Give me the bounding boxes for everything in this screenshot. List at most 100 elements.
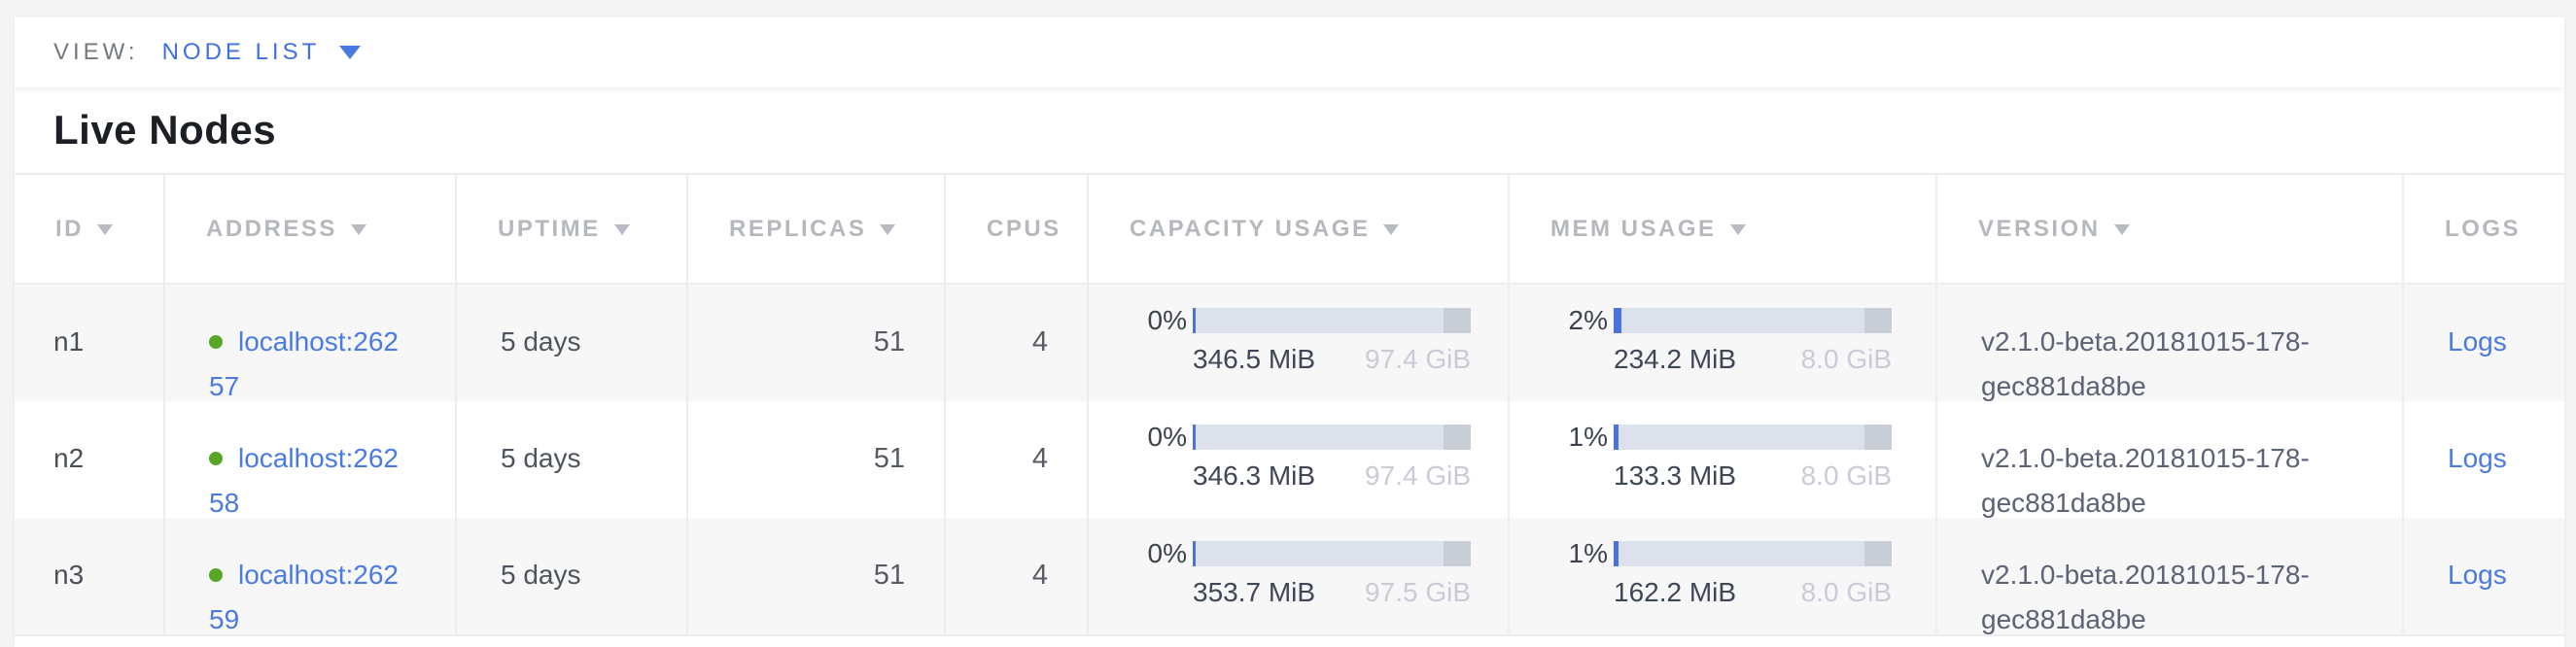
column-header-label: ADDRESS [206, 215, 337, 242]
uptime-cell: 5 days [457, 401, 688, 518]
sort-arrow-icon [97, 224, 113, 235]
capacity-bar-reserved-segment [1444, 541, 1471, 566]
column-header-capacity[interactable]: CAPACITY USAGE [1089, 175, 1510, 283]
mem-used-value: 133.3 MiB [1614, 460, 1737, 491]
mem-usage-bar [1614, 308, 1892, 333]
mem-percent-label: 1% [1568, 422, 1608, 452]
mem-usage-cell: 1% 162.2 MiB 8.0 GiB [1510, 518, 1937, 634]
capacity-bar-fill [1193, 425, 1196, 450]
sort-arrow-icon [350, 224, 366, 235]
capacity-usage-bar [1193, 541, 1471, 566]
version-cell: v2.1.0-beta.20181015-178-gec881da8be [1937, 518, 2404, 634]
capacity-usage-cell: 0% 346.3 MiB 97.4 GiB [1089, 401, 1510, 518]
column-header-cpus: CPUS [946, 175, 1089, 283]
node-address-cell: localhost:26258 [165, 401, 457, 518]
live-status-icon [209, 452, 223, 465]
mem-bar-fill [1614, 308, 1621, 333]
address-wrap: localhost:26258 [209, 436, 407, 518]
mem-usage-bar [1614, 425, 1892, 450]
address-wrap: localhost:26257 [209, 320, 407, 401]
replicas-cell: 51 [688, 518, 946, 634]
capacity-used-value: 346.5 MiB [1193, 344, 1316, 374]
capacity-total-value: 97.5 GiB [1365, 577, 1471, 607]
logs-link[interactable]: Logs [2448, 326, 2507, 357]
sort-arrow-icon [1383, 224, 1400, 235]
column-header-id[interactable]: ID [15, 175, 165, 283]
address-wrap: localhost:26259 [209, 553, 407, 634]
column-header-label: CAPACITY USAGE [1130, 215, 1371, 242]
column-header-replicas[interactable]: REPLICAS [688, 175, 946, 283]
node-address-cell: localhost:26259 [165, 518, 457, 634]
mem-bar-reserved-segment [1864, 541, 1892, 566]
node-id-cell: n2 [15, 401, 165, 518]
mem-usage-cell: 1% 133.3 MiB 8.0 GiB [1510, 401, 1937, 518]
mem-total-value: 8.0 GiB [1800, 344, 1892, 374]
column-header-label: UPTIME [498, 215, 601, 242]
live-nodes-card: Live Nodes ID ADDRESS UPTIME REPLICAS CP… [15, 87, 2564, 647]
column-header-label: MEM USAGE [1550, 215, 1717, 242]
node-address-link[interactable]: localhost:26259 [209, 560, 400, 634]
version-cell: v2.1.0-beta.20181015-178-gec881da8be [1937, 401, 2404, 518]
capacity-usage-cell: 0% 346.5 MiB 97.4 GiB [1089, 285, 1510, 401]
capacity-total-value: 97.4 GiB [1365, 460, 1471, 491]
column-header-uptime[interactable]: UPTIME [457, 175, 688, 283]
capacity-used-value: 353.7 MiB [1193, 577, 1316, 607]
replicas-cell: 51 [688, 285, 946, 401]
mem-percent-label: 1% [1568, 538, 1608, 568]
capacity-usage-bar [1193, 425, 1471, 450]
capacity-bar-fill [1193, 541, 1196, 566]
capacity-bar-reserved-segment [1444, 308, 1471, 333]
version-cell: v2.1.0-beta.20181015-178-gec881da8be [1937, 285, 2404, 401]
logs-cell: Logs [2404, 518, 2564, 634]
sort-arrow-icon [880, 224, 896, 235]
table-header-row: ID ADDRESS UPTIME REPLICAS CPUS CAPACITY… [15, 173, 2564, 285]
column-header-version[interactable]: VERSION [1937, 175, 2404, 283]
mem-total-value: 8.0 GiB [1800, 460, 1892, 491]
table-body: n1 localhost:26257 5 days 51 4 0% 346.5 … [15, 285, 2564, 636]
logs-cell: Logs [2404, 285, 2564, 401]
mem-bar-fill [1614, 425, 1619, 450]
sort-arrow-icon [2113, 224, 2130, 235]
column-header-label: REPLICAS [729, 215, 867, 242]
column-header-address[interactable]: ADDRESS [165, 175, 457, 283]
column-header-label: LOGS [2445, 215, 2522, 242]
mem-bar-reserved-segment [1864, 425, 1892, 450]
mem-usage-bar [1614, 541, 1892, 566]
title-area: Live Nodes [15, 87, 2564, 173]
capacity-total-value: 97.4 GiB [1365, 344, 1471, 374]
capacity-percent-label: 0% [1147, 305, 1187, 335]
capacity-usage-cell: 0% 353.7 MiB 97.5 GiB [1089, 518, 1510, 634]
column-header-label: ID [55, 215, 84, 242]
capacity-percent-label: 0% [1147, 538, 1187, 568]
page-title: Live Nodes [53, 107, 277, 153]
view-label: VIEW: [53, 39, 139, 65]
uptime-cell: 5 days [457, 285, 688, 401]
table-row: n3 localhost:26259 5 days 51 4 0% 353.7 … [15, 518, 2564, 634]
column-header-logs: LOGS [2404, 175, 2564, 283]
column-header-label: CPUS [987, 215, 1062, 242]
logs-link[interactable]: Logs [2448, 560, 2507, 590]
table-row: n2 localhost:26258 5 days 51 4 0% 346.3 … [15, 401, 2564, 518]
live-nodes-table: ID ADDRESS UPTIME REPLICAS CPUS CAPACITY… [15, 173, 2564, 636]
capacity-bar-reserved-segment [1444, 425, 1471, 450]
mem-percent-label: 2% [1568, 305, 1608, 335]
node-id-cell: n1 [15, 285, 165, 401]
node-address-link[interactable]: localhost:26257 [209, 326, 400, 401]
node-address-link[interactable]: localhost:26258 [209, 443, 400, 518]
live-status-icon [209, 335, 223, 349]
capacity-usage-bar [1193, 308, 1471, 333]
logs-link[interactable]: Logs [2448, 443, 2507, 473]
mem-usage-cell: 2% 234.2 MiB 8.0 GiB [1510, 285, 1937, 401]
node-id-cell: n3 [15, 518, 165, 634]
mem-used-value: 162.2 MiB [1614, 577, 1737, 607]
table-row: n1 localhost:26257 5 days 51 4 0% 346.5 … [15, 285, 2564, 401]
cpus-cell: 4 [946, 518, 1089, 634]
uptime-cell: 5 days [457, 518, 688, 634]
view-dropdown[interactable]: NODE LIST [162, 39, 362, 66]
live-status-icon [209, 568, 223, 582]
replicas-cell: 51 [688, 401, 946, 518]
column-header-mem[interactable]: MEM USAGE [1510, 175, 1937, 283]
sort-arrow-icon [1729, 224, 1746, 235]
logs-cell: Logs [2404, 401, 2564, 518]
